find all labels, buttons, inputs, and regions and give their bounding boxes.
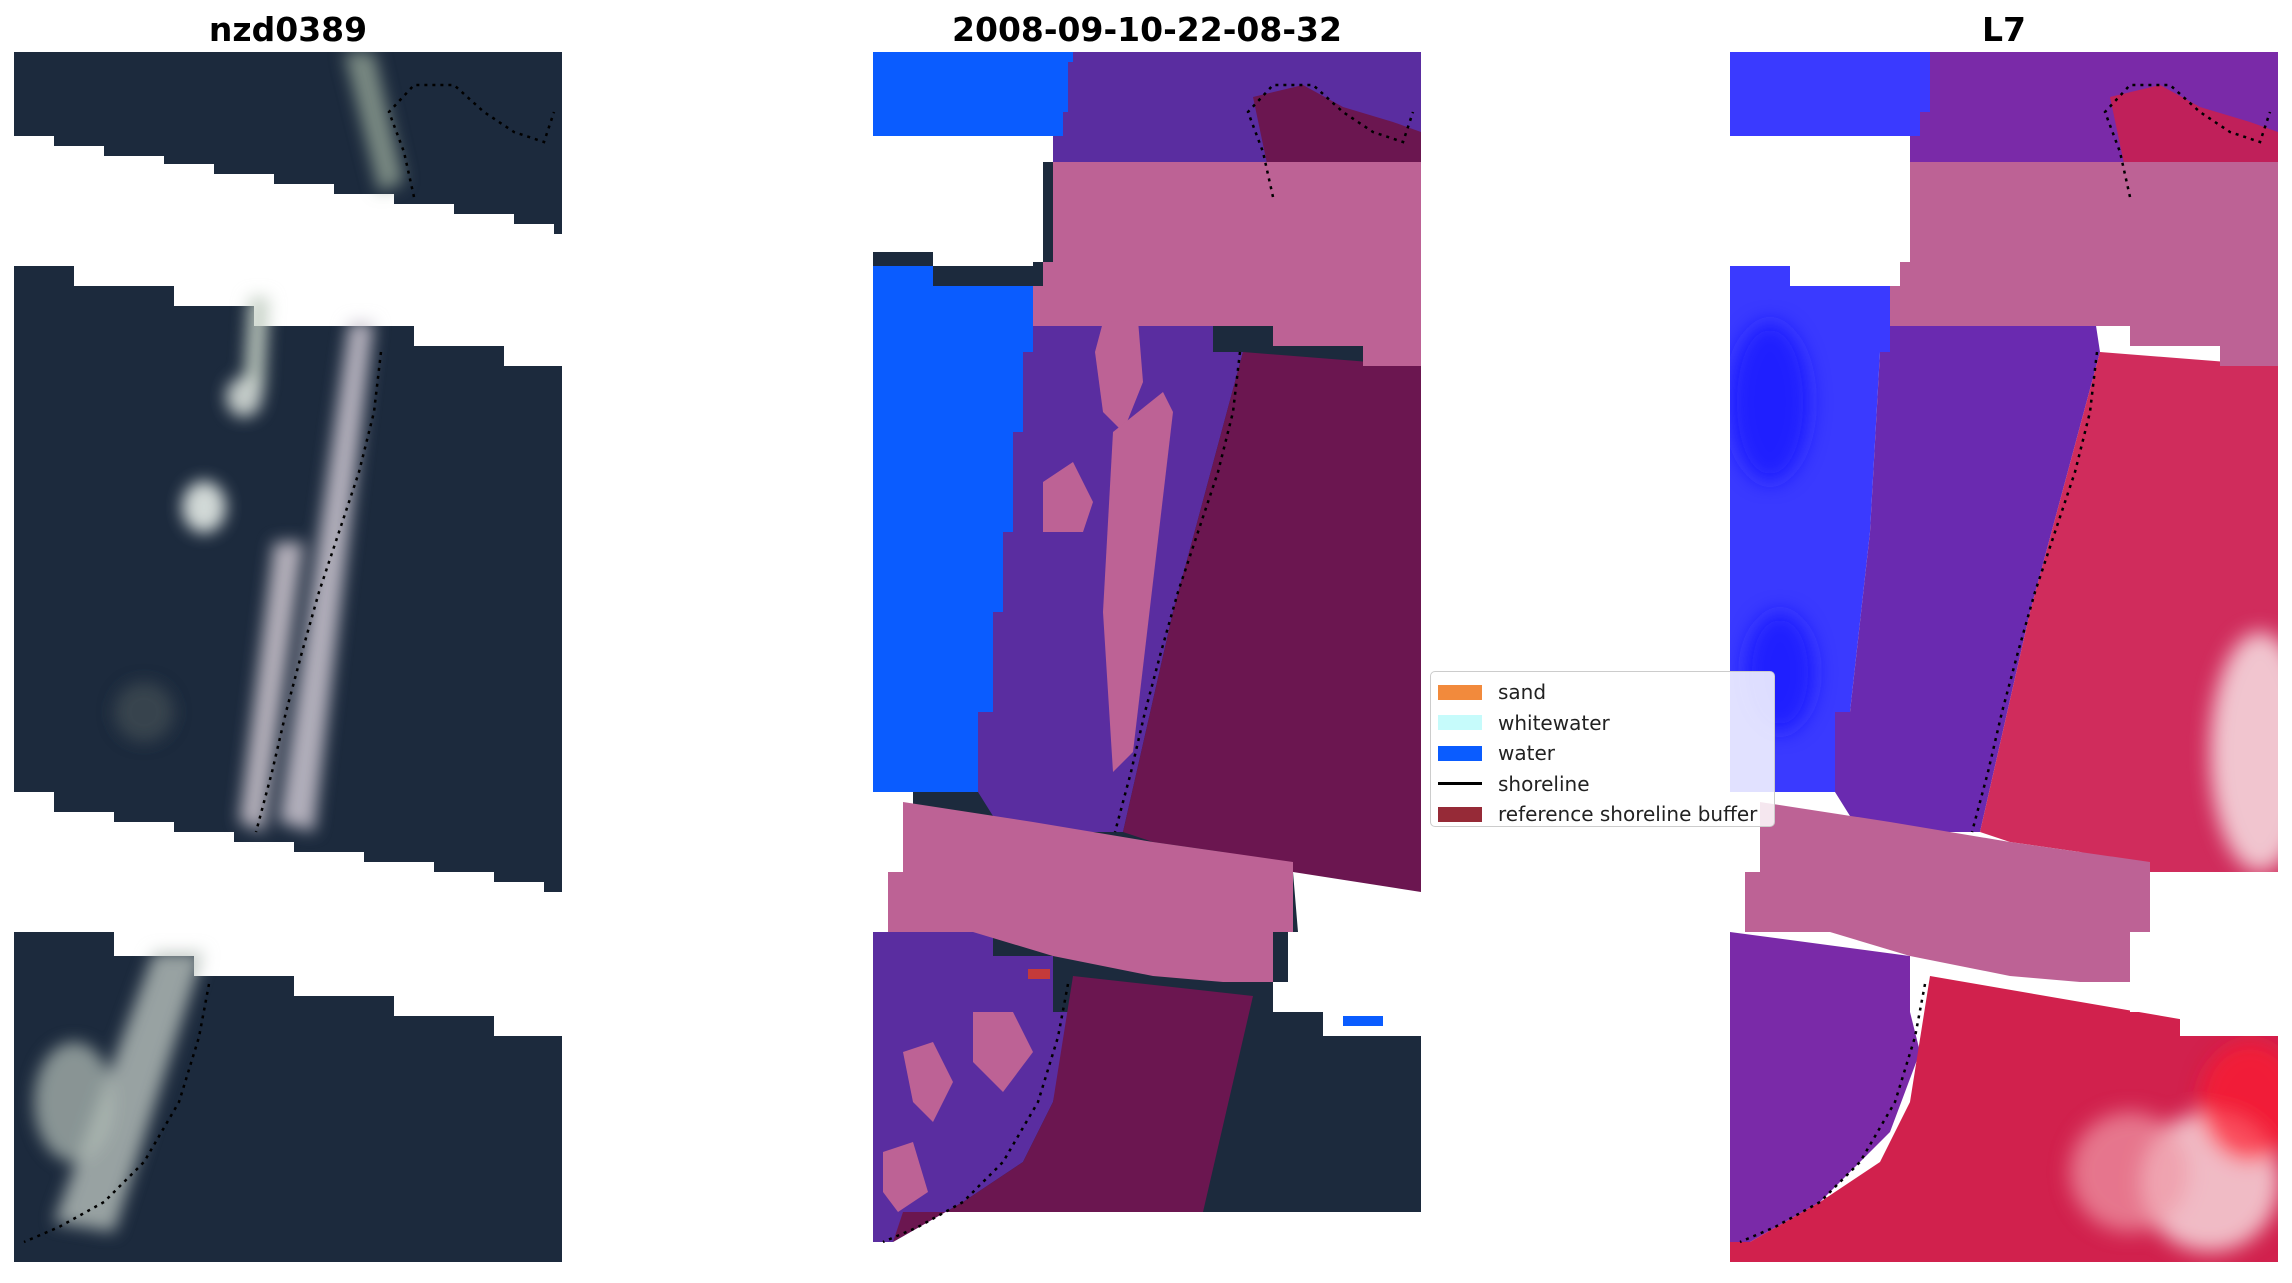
legend-label: whitewater <box>1498 710 1610 735</box>
shoreline <box>882 83 1415 1244</box>
shoreline <box>1739 83 2272 1244</box>
class-land <box>873 932 1073 1242</box>
index-highlight <box>1730 322 2278 1252</box>
panel-title-date: 2008-09-10-22-08-32 <box>952 10 1342 49</box>
classification-panel: 2008-09-10-22-08-32 <box>873 0 1421 1283</box>
legend-swatch-reference-buffer <box>1438 806 1482 822</box>
legend-swatch-water <box>1438 745 1482 761</box>
rgb-image <box>14 52 562 1262</box>
classification-image <box>873 52 1421 1262</box>
legend-label: water <box>1498 741 1555 766</box>
panel-title-rgb: nzd0389 <box>208 10 368 49</box>
nodata-gap <box>1273 872 1421 1036</box>
cloud-mask <box>1745 802 2150 982</box>
legend-line-shoreline <box>1438 782 1482 786</box>
class-reference-buffer <box>893 976 1253 1242</box>
class-water <box>873 52 1073 136</box>
nodata-gap <box>873 1212 1421 1262</box>
class-water <box>1343 1016 1383 1026</box>
index-image <box>1730 52 2278 1262</box>
index-panel: L7 <box>1730 0 2278 1283</box>
legend-entry-whitewater: whitewater <box>1431 708 1774 739</box>
legend-swatch-whitewater <box>1438 715 1482 731</box>
index-land <box>1835 286 2100 832</box>
index-red <box>1980 352 2278 892</box>
legend-entry-water: water <box>1431 738 1774 769</box>
nodata-gap <box>873 136 1053 266</box>
shoreline <box>23 83 556 1244</box>
legend-label: reference shoreline buffer <box>1498 802 1758 827</box>
rgb-image-panel: nzd0389 <box>14 0 562 1283</box>
cloud-mask <box>1033 162 1421 366</box>
beach-feature <box>34 52 404 1232</box>
image-strip <box>14 52 562 234</box>
cloud-mask <box>1890 162 2278 366</box>
panel-title-satellite: L7 <box>1982 10 2026 49</box>
nodata-gap <box>1730 136 1910 266</box>
legend-swatch-sand <box>1438 684 1482 700</box>
sand-pixels <box>1028 969 1050 979</box>
legend: sand whitewater water shoreline referenc… <box>1430 671 1775 827</box>
class-reference-buffer <box>1123 352 1421 892</box>
legend-label: shoreline <box>1498 771 1590 796</box>
nodata-gap <box>2130 872 2278 1036</box>
cloud-mask <box>888 802 1293 982</box>
legend-entry-reference-buffer: reference shoreline buffer <box>1431 799 1774 830</box>
legend-entry-shoreline: shoreline <box>1431 769 1774 800</box>
legend-entry-sand: sand <box>1431 677 1774 708</box>
cloud-mask <box>883 320 1173 1212</box>
index-water <box>1730 52 1930 136</box>
index-land <box>1730 932 1920 1242</box>
legend-label: sand <box>1498 680 1547 705</box>
